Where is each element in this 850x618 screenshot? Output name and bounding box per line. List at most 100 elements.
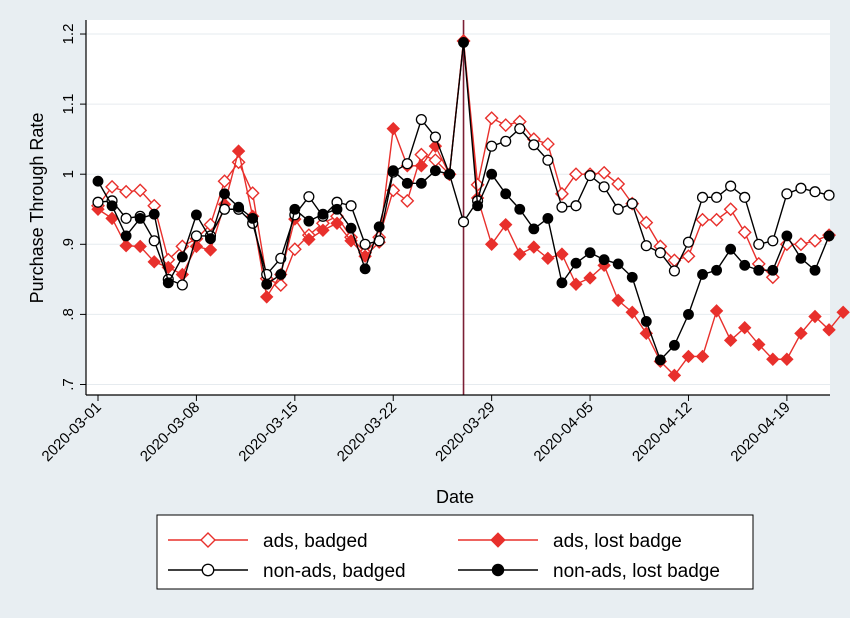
data-point — [640, 240, 652, 252]
data-point — [823, 230, 835, 242]
data-point — [500, 188, 512, 200]
data-point — [134, 212, 146, 224]
data-point — [247, 212, 259, 224]
legend-label: non-ads, badged — [263, 561, 406, 582]
data-point — [189, 239, 204, 254]
data-point — [458, 37, 469, 48]
data-point — [709, 212, 724, 227]
data-point — [162, 277, 174, 289]
data-point — [767, 235, 779, 247]
data-point — [725, 180, 737, 192]
data-point — [823, 189, 835, 201]
data-point — [303, 191, 315, 203]
data-point — [795, 252, 807, 264]
x-tick-label: 2020-03-01 — [39, 399, 105, 465]
legend-label: ads, lost badge — [553, 531, 682, 552]
data-point — [106, 200, 118, 212]
data-point — [640, 315, 652, 327]
y-tick-label: .9 — [60, 238, 77, 251]
data-point — [611, 293, 625, 308]
data-point — [781, 230, 793, 242]
data-point — [275, 269, 287, 280]
data-point — [683, 308, 694, 320]
data-point — [793, 237, 808, 252]
legend-label: ads, badged — [263, 531, 368, 552]
data-point — [484, 237, 499, 252]
data-point — [556, 201, 568, 213]
data-point — [822, 323, 836, 337]
data-point — [697, 269, 708, 280]
data-point — [203, 243, 218, 257]
data-point — [190, 209, 202, 221]
data-point — [809, 264, 821, 276]
data-point — [330, 216, 344, 230]
data-point — [148, 208, 160, 220]
data-point — [739, 191, 751, 203]
data-point — [737, 225, 752, 240]
data-point — [359, 238, 371, 250]
series-3 — [92, 37, 835, 366]
data-point — [808, 233, 822, 248]
data-point — [176, 251, 188, 263]
x-tick-label: 2020-03-29 — [432, 399, 498, 465]
legend-marker — [490, 532, 506, 548]
data-point — [231, 144, 246, 158]
data-point — [92, 196, 104, 208]
data-point — [119, 184, 134, 199]
data-point — [752, 337, 766, 352]
y-tick-label: 1.2 — [60, 24, 77, 45]
data-point — [739, 259, 751, 271]
data-point — [176, 279, 188, 291]
data-point — [795, 182, 807, 194]
data-point — [570, 200, 582, 212]
data-point — [92, 175, 104, 187]
data-point — [444, 168, 455, 180]
data-point — [457, 216, 470, 228]
data-point — [780, 352, 794, 366]
data-point — [429, 131, 441, 143]
data-point — [359, 263, 371, 275]
data-point — [400, 193, 415, 208]
data-point — [555, 247, 569, 261]
data-point — [668, 265, 680, 277]
data-point — [105, 179, 120, 194]
legend-item-1: ads, lost badge — [458, 531, 682, 552]
data-point — [429, 165, 441, 177]
data-point — [626, 271, 638, 283]
data-point — [654, 354, 666, 366]
data-point — [387, 165, 399, 177]
series-layer — [91, 34, 850, 383]
data-point — [401, 158, 413, 170]
data-point — [528, 139, 540, 151]
data-point — [148, 235, 160, 247]
y-tick-label: 1.1 — [60, 94, 77, 115]
data-point — [302, 232, 316, 247]
data-point — [528, 223, 540, 235]
data-point — [696, 191, 709, 203]
y-tick-label: .8 — [60, 308, 77, 321]
data-point — [836, 305, 850, 319]
data-point — [514, 123, 526, 135]
data-point — [612, 203, 624, 215]
y-axis-title: Purchase Through Rate — [27, 113, 47, 304]
data-point — [415, 177, 427, 189]
data-point — [695, 212, 710, 227]
data-point — [723, 202, 738, 217]
data-point — [767, 264, 779, 276]
data-point — [569, 167, 583, 182]
data-point — [147, 255, 161, 269]
data-point — [514, 203, 526, 215]
data-point — [639, 215, 654, 230]
data-point — [273, 277, 288, 292]
data-point — [133, 239, 147, 254]
data-point — [753, 238, 765, 250]
data-point — [781, 188, 793, 200]
data-point — [681, 349, 696, 364]
data-point — [682, 236, 695, 248]
data-point — [668, 339, 680, 351]
data-point — [569, 277, 583, 291]
legend-marker — [200, 532, 216, 548]
x-tick-label: 2020-03-08 — [137, 399, 203, 465]
plot-area — [86, 20, 830, 395]
